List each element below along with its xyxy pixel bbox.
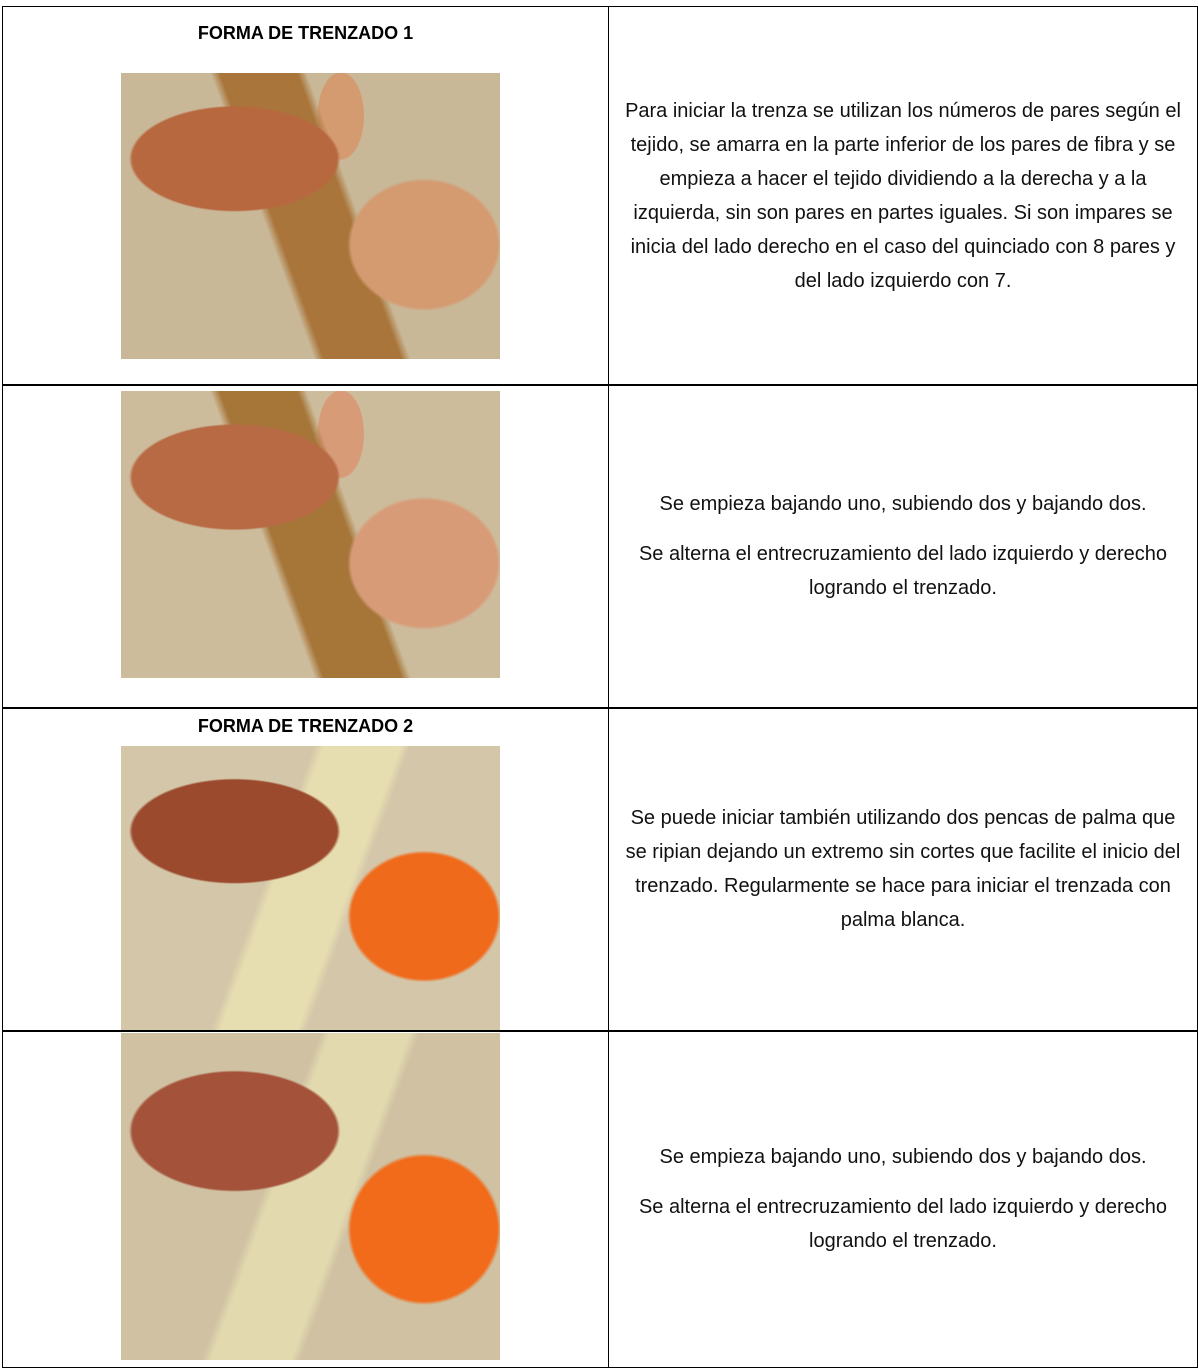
paragraph: Se empieza bajando uno, subiendo dos y b… [659, 493, 1147, 516]
paragraph: Se alterna el entrecruzamiento del lado … [638, 543, 1168, 600]
text-cell: Se puede iniciar también utilizando dos … [608, 707, 1198, 1032]
paragraph: Para iniciar la trenza se utilizan los n… [625, 99, 1181, 292]
text-cell: Para iniciar la trenza se utilizan los n… [608, 6, 1198, 386]
paragraph: Se puede iniciar también utilizando dos … [625, 807, 1181, 932]
image-cell [2, 1030, 609, 1368]
photo [121, 73, 500, 359]
image-cell: FORMA DE TRENZADO 1 [2, 6, 609, 386]
image-cell: FORMA DE TRENZADO 2 [2, 707, 609, 1032]
section-heading: FORMA DE TRENZADO 1 [197, 23, 414, 43]
paragraph: Se alterna el entrecruzamiento del lado … [638, 1195, 1168, 1252]
paragraph: Se empieza bajando uno, subiendo dos y b… [659, 1145, 1147, 1168]
photo [121, 391, 500, 678]
text-cell: Se empieza bajando uno, subiendo dos y b… [608, 1030, 1198, 1368]
photo [121, 746, 500, 1030]
text-cell: Se empieza bajando uno, subiendo dos y b… [608, 384, 1198, 709]
image-cell [2, 384, 609, 709]
section-heading: FORMA DE TRENZADO 2 [197, 716, 414, 736]
photo [121, 1033, 500, 1360]
